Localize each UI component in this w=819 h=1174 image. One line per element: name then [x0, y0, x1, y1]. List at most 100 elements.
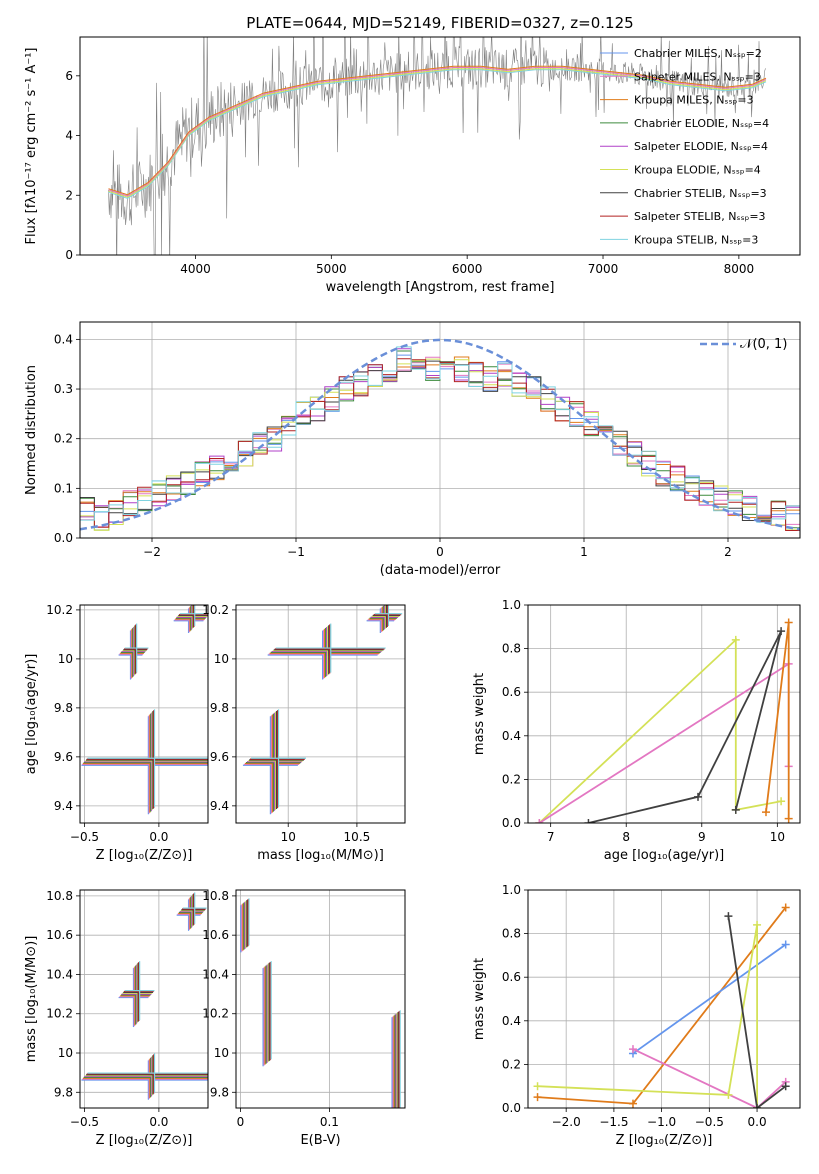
legend-entry: Salpeter MILES, Nₛₛₚ=3 [634, 70, 761, 83]
weight-line [632, 1048, 787, 1108]
z-weight-xtick-label: 0.0 [748, 1115, 767, 1129]
legend-entry: Salpeter ELODIE, Nₛₛₚ=4 [634, 140, 768, 153]
z-age-ytick-label: 10.2 [46, 603, 73, 617]
z-mass-ytick-label: 10.4 [46, 967, 73, 981]
figure-title: PLATE=0644, MJD=52149, FIBERID=0327, z=0… [246, 14, 633, 32]
z-mass-frame [79, 889, 209, 1109]
residuals-ytick-label: 0.0 [54, 531, 73, 545]
age-weight-xtick-label: 8 [622, 830, 630, 844]
mass-age-ytick-label: 9.8 [210, 701, 229, 715]
mass-age-plot-area [242, 605, 403, 815]
residuals-xlabel: (data-model)/error [380, 563, 501, 578]
weight-marker [724, 1090, 733, 1099]
residuals-xtick-label: 2 [724, 545, 732, 559]
z-weight-xtick-label: −0.5 [695, 1115, 724, 1129]
ebv-mass-xtick-label: 0 [237, 1115, 245, 1129]
z-weight-ytick-label: 0.4 [502, 1014, 521, 1028]
mass-age-panel [232, 604, 406, 827]
weight-marker [753, 1104, 762, 1108]
ebv-mass-plot-area [240, 898, 401, 1108]
residuals-xtick-label: −1 [287, 545, 305, 559]
residual-histogram [80, 358, 800, 531]
ebv-mass-ytick-label: 10 [214, 1046, 229, 1060]
residuals-plot-area [80, 338, 800, 531]
gaussian-curve [80, 338, 800, 531]
spectrum-ytick-label: 2 [65, 188, 73, 202]
mass-age-frame [235, 604, 406, 824]
age-weight-xtick-label: 9 [698, 830, 706, 844]
residuals-xtick-label: 1 [580, 545, 588, 559]
age-weight-plot-area [535, 618, 793, 823]
z-age-ytick-label: 9.8 [54, 701, 73, 715]
residual-histogram [80, 346, 800, 523]
spectrum-model-line [108, 69, 767, 199]
weight-marker [781, 940, 790, 949]
weight-marker [533, 1093, 542, 1102]
z-weight-xtick-label: −2.0 [552, 1115, 581, 1129]
spectrum-xtick-label: 8000 [724, 262, 755, 276]
legend-entry: Chabrier STELIB, Nₛₛₚ=3 [634, 187, 767, 200]
weight-marker [731, 635, 740, 644]
z-mass-panel [76, 889, 209, 1112]
ebv-mass-ytick-label: 9.8 [210, 1085, 229, 1099]
weight-line [538, 662, 790, 823]
z-mass-xtick-label: −0.5 [70, 1115, 99, 1129]
weight-marker [784, 618, 793, 627]
residuals-ytick-label: 0.2 [54, 432, 73, 446]
mass-age-xtick-label: 10.5 [344, 830, 371, 844]
z-weight-xlabel: Z [log₁₀(Z/Z⊙)] [616, 1133, 713, 1148]
spectrum-plot-area [108, 37, 767, 255]
z-mass-xtick-label: 0.0 [149, 1115, 168, 1129]
spectrum-ytick-label: 6 [65, 69, 73, 83]
weight-marker [781, 1082, 790, 1091]
residuals-xtick-label: −2 [143, 545, 161, 559]
z-weight-plot-area [533, 903, 790, 1108]
spectrum-panel [76, 36, 801, 259]
ebv-mass-panel [232, 889, 406, 1112]
legend-entry: Chabrier ELODIE, Nₛₛₚ=4 [634, 117, 769, 130]
weight-marker [753, 920, 762, 929]
z-weight-panel [524, 889, 801, 1112]
spectrum-xtick-label: 7000 [588, 262, 619, 276]
mass-age-xlabel: mass [log₁₀(M/M⊙)] [257, 848, 384, 863]
weight-marker [628, 1099, 637, 1108]
spectrum-xtick-label: 6000 [452, 262, 483, 276]
legend-entry: Chabrier MILES, Nₛₛₚ=2 [634, 47, 762, 60]
weight-marker [533, 1082, 542, 1091]
age-weight-ytick-label: 0.2 [502, 772, 521, 786]
z-weight-ytick-label: 0.2 [502, 1057, 521, 1071]
z-mass-plot-area [81, 892, 208, 1100]
weight-marker [724, 912, 733, 921]
age-weight-ytick-label: 0.0 [502, 816, 521, 830]
z-age-ytick-label: 10 [58, 652, 73, 666]
residuals-xtick-label: 0 [436, 545, 444, 559]
age-weight-ytick-label: 0.4 [502, 729, 521, 743]
age-weight-xlabel: age [log₁₀(age/yr)] [604, 848, 725, 863]
z-weight-xtick-label: −1.5 [599, 1115, 628, 1129]
weight-marker [784, 814, 793, 823]
weight-line [537, 924, 758, 1108]
z-weight-ylabel: mass weight [472, 958, 487, 1040]
age-weight-frame [527, 604, 801, 824]
weight-marker [694, 792, 702, 801]
z-weight-ytick-label: 0.8 [502, 927, 521, 941]
age-weight-panel [524, 604, 801, 827]
weight-marker [731, 805, 740, 814]
residual-histogram [80, 360, 800, 522]
weight-marker [628, 1045, 637, 1054]
weight-marker [762, 808, 770, 817]
legend-entry: Kroupa MILES, Nₛₛₚ=3 [634, 94, 754, 107]
spectrum-xlabel: wavelength [Angstrom, rest frame] [326, 280, 555, 295]
weight-line [588, 630, 782, 823]
weight-line [538, 637, 782, 823]
residuals-ylabel: Normed distribution [24, 365, 39, 495]
spectrum-model-line [108, 67, 767, 197]
weight-marker [777, 797, 786, 806]
weight-marker [777, 627, 786, 636]
mass-age-ytick-label: 10.2 [202, 603, 229, 617]
legend-entry: Salpeter STELIB, Nₛₛₚ=3 [634, 210, 766, 223]
ebv-mass-xlabel: E(B-V) [300, 1133, 340, 1148]
weight-line [727, 916, 787, 1108]
